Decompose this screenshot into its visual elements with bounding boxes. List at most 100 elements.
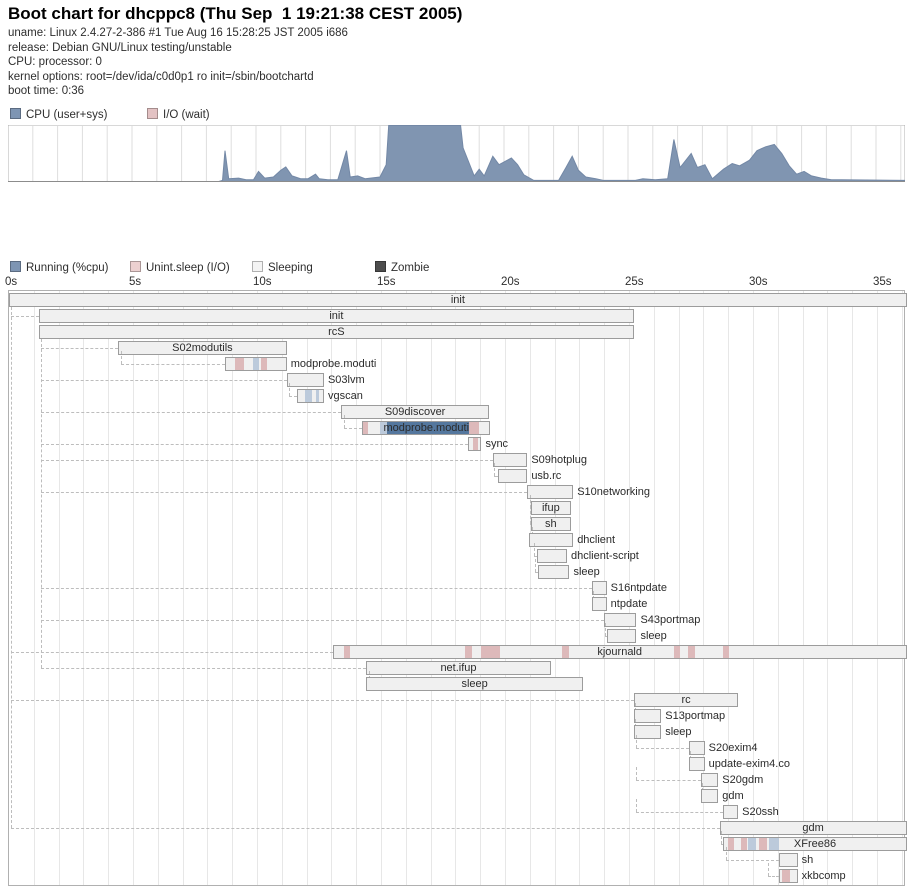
bar-segment-io (722, 646, 729, 658)
process-label: modprobe.moduti (290, 358, 377, 370)
bar-segment-sleep (350, 646, 466, 658)
process-bar-modprobe.moduti (362, 421, 491, 435)
process-bar-gdm (700, 789, 719, 803)
parent-connector-line (289, 396, 297, 397)
legend-label: Zombie (391, 262, 430, 274)
time-tick-label: 5s (129, 276, 142, 288)
parent-connector-line (41, 444, 468, 445)
process-bar-S16ntpdate (591, 581, 607, 595)
process-label: gdm (722, 790, 744, 802)
parent-connector-line (533, 556, 538, 557)
process-bar-ntpdate (591, 597, 607, 611)
process-bar-xkbcomp (779, 869, 798, 883)
process-bar-kjournald (332, 645, 907, 659)
page-title: Boot chart for dhcppc8 (Thu Sep 1 19:21:… (8, 4, 463, 23)
process-label: xkbcomp (801, 870, 846, 882)
parent-connector-line (725, 847, 727, 860)
time-tick-label: 25s (625, 276, 644, 288)
legend-swatch (130, 261, 141, 272)
parent-connector-line (120, 364, 225, 365)
process-label: XFree86 (793, 838, 837, 850)
parent-connector-line (41, 348, 119, 349)
gridline-1s (33, 291, 35, 885)
bar-segment-sleep (728, 646, 906, 658)
legend-swatch (10, 261, 21, 272)
parent-connector-line (636, 767, 638, 780)
process-bar-S20gdm (700, 773, 719, 787)
bar-segment-io (782, 870, 790, 882)
legend-item: Unint.sleep (I/O) (130, 261, 230, 274)
bar-segment-sleep (694, 646, 723, 658)
process-bar-dhclient (528, 533, 574, 547)
parent-connector-line (533, 543, 535, 556)
bar-segment-lowcpu (379, 422, 388, 434)
bar-segment-io (688, 646, 695, 658)
gridline-1s (852, 291, 854, 885)
process-label: S20exim4 (708, 742, 758, 754)
process-bar-sh (531, 517, 571, 531)
process-bar-sleep (606, 629, 637, 643)
bar-segment-sleep (479, 422, 490, 434)
process-label: sh (801, 854, 814, 866)
process-label: S20gdm (722, 774, 764, 786)
process-bar-ifup (531, 501, 571, 515)
gridline-1s (901, 291, 903, 885)
process-bar-init (9, 293, 907, 307)
gridline-1s (802, 291, 804, 885)
process-bar-rc (633, 693, 739, 707)
gridline-1s (728, 291, 730, 885)
process-bar-modprobe.moduti (224, 357, 287, 371)
bar-segment-sleep (468, 438, 473, 450)
process-label: sh (545, 518, 557, 530)
process-label: S13portmap (665, 710, 726, 722)
parent-connector-line (767, 863, 769, 876)
process-bar-sleep (633, 725, 662, 739)
parent-connector-line (636, 735, 638, 748)
gridline-1s (753, 291, 754, 885)
bar-segment-lowcpu (768, 838, 779, 850)
bar-segment-io (363, 422, 369, 434)
process-label: sleep (461, 678, 488, 690)
bar-segment-sleep (225, 358, 236, 370)
process-bar-sync (467, 437, 482, 451)
tree-connector-line (11, 307, 13, 828)
parent-connector-line (120, 351, 122, 364)
bar-segment-lowcpu (747, 838, 756, 850)
bar-segment-io (468, 422, 480, 434)
process-bar-XFree86 (723, 837, 907, 851)
process-bar-gdm (719, 821, 907, 835)
process-label: S16ntpdate (610, 582, 667, 594)
process-label: S09discover (384, 406, 446, 418)
bar-segment-io (740, 838, 747, 850)
process-label: S43portmap (640, 614, 701, 626)
bar-segment-sleep (318, 390, 323, 402)
parent-connector-line (11, 652, 333, 653)
process-label: S03lvm (327, 374, 365, 386)
process-bar-sleep (366, 677, 584, 691)
legend-swatch (375, 261, 386, 272)
legend-label: CPU (user+sys) (26, 109, 108, 121)
gridline-1s (629, 291, 630, 885)
process-label: kjournald (597, 646, 642, 658)
parent-connector-line (41, 588, 592, 589)
time-tick-label: 20s (501, 276, 520, 288)
parent-connector-line (529, 508, 532, 509)
bar-segment-io (260, 358, 267, 370)
bar-segment-io (472, 438, 479, 450)
process-label: sleep (573, 566, 600, 578)
parent-connector-line (725, 860, 780, 861)
process-bar-dhclient-script (537, 549, 567, 563)
legend-label: Running (%cpu) (26, 262, 109, 274)
parent-connector-line (636, 780, 701, 781)
process-bar-rcS (38, 325, 634, 339)
parent-connector-line (41, 460, 493, 461)
bar-segment-sleep (297, 390, 306, 402)
process-bar-S20exim4 (688, 741, 705, 755)
info-cpu: CPU: processor: 0 (8, 56, 102, 68)
process-label: update-exim4.co (708, 758, 790, 770)
process-label: vgscan (327, 390, 363, 402)
process-label: init (329, 310, 344, 322)
legend-item: CPU (user+sys) (10, 108, 107, 121)
parent-connector-line (41, 492, 528, 493)
